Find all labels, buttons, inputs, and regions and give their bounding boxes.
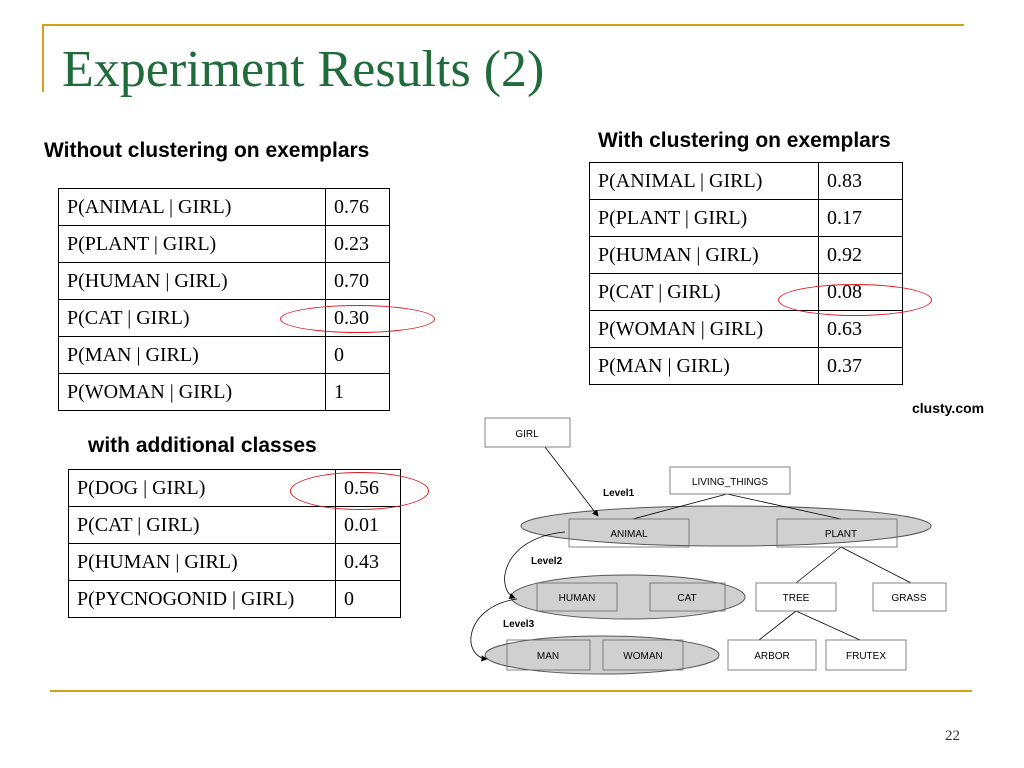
highlight-circle: [778, 284, 932, 316]
table-row: P(PYCNOGONID | GIRL) 0: [68, 580, 401, 618]
level2-label: Level2: [531, 556, 563, 567]
with-clustering-heading: With clustering on exemplars: [598, 129, 891, 152]
probability-value: 0.23: [325, 225, 390, 263]
probability-label: P(PLANT | GIRL): [589, 199, 819, 237]
node-cat-label: CAT: [677, 593, 696, 604]
node-tree-label: TREE: [783, 593, 810, 604]
node-living-things-label: LIVING_THINGS: [692, 477, 768, 488]
additional-classes-heading: with additional classes: [88, 434, 317, 457]
probability-label: P(CAT | GIRL): [68, 506, 336, 544]
node-girl-label: GIRL: [515, 429, 539, 440]
table-row: P(WOMAN | GIRL) 0.63: [589, 310, 903, 348]
node-frutex-label: FRUTEX: [846, 651, 886, 662]
node-plant: PLANT: [776, 518, 898, 548]
node-cat: CAT: [649, 582, 726, 612]
node-tree: TREE: [755, 582, 837, 612]
level3-label: Level3: [503, 619, 535, 630]
source-label: clusty.com: [912, 400, 985, 416]
probability-value: 0.01: [335, 506, 401, 544]
level2-cluster: [510, 574, 746, 620]
node-grass: GRASS: [872, 582, 947, 612]
table-row: P(CAT | GIRL) 0.01: [68, 506, 401, 544]
level1-label: Level1: [603, 488, 635, 499]
slide-title: Experiment Results (2): [62, 41, 545, 98]
left-rule: [42, 24, 44, 92]
concept-hierarchy-diagram: Level1 Level2 Level3 GIRL LIVING_THINGS …: [470, 417, 947, 675]
probability-value: 0.70: [325, 262, 390, 300]
bottom-rule: [50, 690, 972, 692]
probability-label: P(WOMAN | GIRL): [58, 373, 326, 411]
table-row: P(HUMAN | GIRL) 0.92: [589, 236, 903, 274]
level1-cluster: [520, 505, 932, 547]
probability-value: 0.37: [818, 347, 903, 385]
node-animal-label: ANIMAL: [610, 529, 648, 540]
probability-label: P(WOMAN | GIRL): [589, 310, 819, 348]
tree-edges: [470, 446, 912, 662]
table-row: P(PLANT | GIRL) 0.23: [58, 225, 390, 263]
table-row: P(ANIMAL | GIRL) 0.83: [589, 162, 903, 200]
probability-label: P(PYCNOGONID | GIRL): [68, 580, 336, 618]
probability-value: 0.63: [818, 310, 903, 348]
probability-label: P(HUMAN | GIRL): [68, 543, 336, 581]
top-rule: [42, 24, 964, 26]
table-row: P(MAN | GIRL) 0: [58, 336, 390, 374]
node-woman-label: WOMAN: [623, 651, 662, 662]
probability-label: P(HUMAN | GIRL): [58, 262, 326, 300]
probability-label: P(ANIMAL | GIRL): [58, 188, 326, 226]
node-animal: ANIMAL: [568, 518, 690, 548]
table-row: P(WOMAN | GIRL) 1: [58, 373, 390, 411]
with-clustering-table: P(ANIMAL | GIRL) 0.83 P(PLANT | GIRL) 0.17 P…: [589, 162, 903, 385]
without-clustering-table: P(ANIMAL | GIRL) 0.76 P(PLANT | GIRL) 0.23 P…: [58, 188, 390, 411]
node-man-label: MAN: [537, 651, 559, 662]
node-grass-label: GRASS: [891, 593, 926, 604]
probability-value: 0.83: [818, 162, 903, 200]
node-human-label: HUMAN: [559, 593, 596, 604]
probability-label: P(HUMAN | GIRL): [589, 236, 819, 274]
node-living-things: LIVING_THINGS: [669, 466, 791, 495]
probability-label: P(MAN | GIRL): [589, 347, 819, 385]
node-man: MAN: [506, 639, 591, 671]
highlight-circle: [290, 472, 429, 510]
probability-label: P(ANIMAL | GIRL): [589, 162, 819, 200]
node-woman: WOMAN: [602, 639, 684, 671]
additional-classes-table: P(DOG | GIRL) 0.56 P(CAT | GIRL) 0.01 P(HUMA…: [68, 469, 401, 618]
node-girl: GIRL: [484, 417, 571, 448]
without-clustering-heading: Without clustering on exemplars: [44, 139, 370, 162]
highlight-circle: [280, 305, 435, 333]
node-arbor: ARBOR: [727, 639, 817, 671]
probability-label: P(MAN | GIRL): [58, 336, 326, 374]
probability-value: 0.76: [325, 188, 390, 226]
node-human: HUMAN: [536, 582, 618, 612]
table-row: P(ANIMAL | GIRL) 0.76: [58, 188, 390, 226]
table-row: P(HUMAN | GIRL) 0.43: [68, 543, 401, 581]
probability-value: 0: [335, 580, 401, 618]
probability-value: 0.43: [335, 543, 401, 581]
table-row: P(PLANT | GIRL) 0.17: [589, 199, 903, 237]
probability-value: 0.17: [818, 199, 903, 237]
page-number: 22: [945, 728, 960, 744]
level3-cluster: [484, 635, 720, 675]
table-row: P(HUMAN | GIRL) 0.70: [58, 262, 390, 300]
node-plant-label: PLANT: [825, 529, 857, 540]
node-arbor-label: ARBOR: [754, 651, 790, 662]
table-row: P(MAN | GIRL) 0.37: [589, 347, 903, 385]
probability-value: 0.92: [818, 236, 903, 274]
node-frutex: FRUTEX: [825, 639, 907, 671]
probability-label: P(PLANT | GIRL): [58, 225, 326, 263]
probability-value: 0: [325, 336, 390, 374]
probability-value: 1: [325, 373, 390, 411]
